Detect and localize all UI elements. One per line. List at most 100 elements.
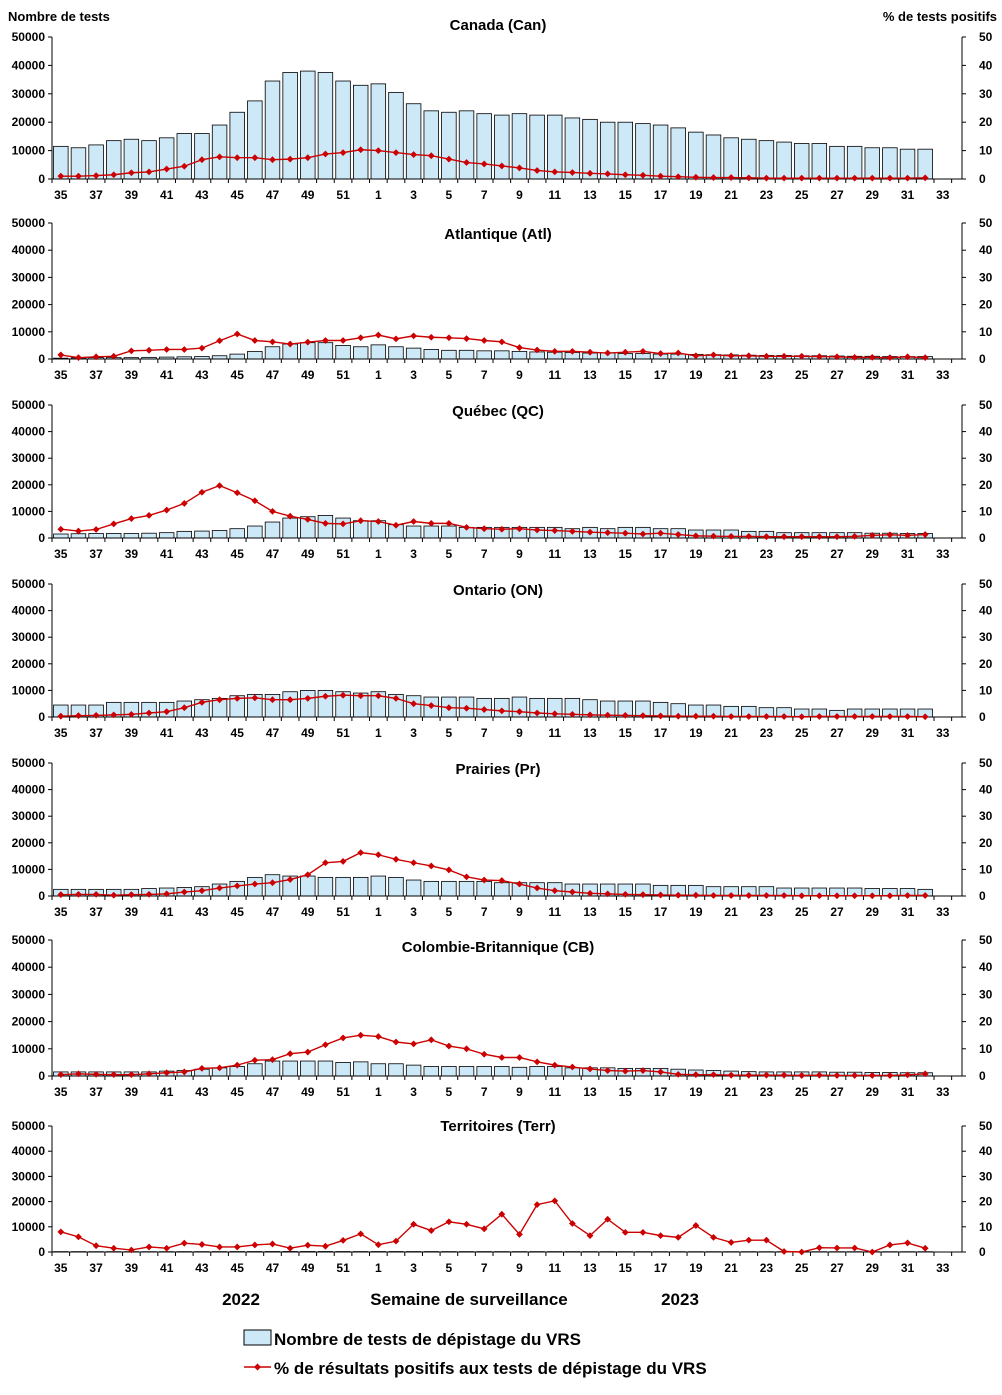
x-tick-label-atl: 9 — [516, 368, 523, 382]
point-on-week-25 — [798, 713, 806, 721]
point-pr-week-52 — [357, 849, 365, 857]
x-tick-label-atl: 5 — [446, 368, 453, 382]
x-tick-label-terr: 37 — [89, 1261, 103, 1275]
point-can-week-44 — [216, 153, 223, 161]
bar-atl-week-2 — [388, 346, 404, 360]
right-tick-label-terr: 10 — [979, 1220, 993, 1234]
point-qc-week-13 — [586, 528, 594, 536]
point-on-week-8 — [498, 707, 506, 715]
panel-title-qc: Québec (QC) — [452, 403, 544, 420]
x-tick-label-can: 37 — [89, 188, 103, 202]
point-terr-week-19 — [692, 1222, 700, 1229]
bar-pr-week-5 — [441, 880, 457, 897]
x-tick-label-atl: 1 — [375, 368, 382, 382]
point-atl-week-48 — [286, 340, 294, 348]
x-tick-label-on: 51 — [336, 726, 350, 740]
bar-can-week-41 — [158, 137, 175, 180]
bar-atl-week-4 — [423, 349, 439, 360]
bar-qc-week-37 — [88, 533, 104, 539]
bar-cb-week-49 — [300, 1060, 316, 1077]
point-qc-week-15 — [621, 529, 629, 537]
left-tick-label-on: 50000 — [12, 577, 46, 591]
x-tick-label-qc: 31 — [901, 547, 915, 561]
bar-can-week-14 — [599, 121, 616, 180]
point-can-week-12 — [568, 169, 576, 176]
point-atl-week-25 — [798, 352, 806, 360]
point-pr-week-8 — [498, 877, 506, 884]
point-pr-week-17 — [657, 891, 664, 899]
point-on-week-36 — [75, 712, 82, 720]
x-tick-label-on: 47 — [266, 726, 280, 740]
point-on-week-10 — [533, 709, 541, 717]
x-tick-label-pr: 3 — [410, 905, 417, 919]
right-tick-label-on: 40 — [979, 604, 993, 618]
left-tick-label-terr: 20000 — [12, 1195, 46, 1209]
x-tick-label-terr: 31 — [901, 1261, 915, 1275]
panel-title-terr: Territoires (Terr) — [440, 1118, 555, 1135]
x-tick-label-pr: 17 — [654, 905, 668, 919]
point-qc-week-44 — [216, 482, 223, 489]
x-tick-label-qc: 9 — [516, 547, 523, 561]
point-pr-week-40 — [145, 891, 153, 898]
point-pr-week-45 — [233, 882, 241, 890]
point-pr-week-50 — [322, 859, 329, 867]
point-on-week-42 — [180, 704, 188, 712]
x-tick-label-on: 33 — [936, 726, 950, 740]
point-qc-week-24 — [780, 533, 788, 541]
x-axis-title: Semaine de surveillance — [370, 1290, 568, 1309]
bar-can-week-44 — [211, 124, 228, 180]
point-atl-week-7 — [480, 337, 488, 344]
point-on-week-28 — [851, 713, 859, 720]
panel-title-can: Canada (Can) — [450, 17, 547, 34]
point-on-week-45 — [233, 694, 241, 702]
point-terr-week-51 — [339, 1237, 347, 1244]
point-can-week-9 — [516, 164, 523, 172]
point-cb-week-15 — [621, 1067, 629, 1075]
point-cb-week-7 — [480, 1050, 488, 1058]
point-cb-week-37 — [92, 1070, 100, 1078]
left-tick-label-pr: 0 — [38, 889, 45, 903]
point-atl-week-6 — [463, 335, 470, 342]
bar-cb-week-48 — [282, 1060, 298, 1077]
right-tick-label-atl: 20 — [979, 298, 993, 312]
bar-atl-week-51 — [335, 344, 351, 360]
point-cb-week-3 — [410, 1040, 418, 1048]
x-tick-label-can: 3 — [410, 188, 417, 202]
point-can-week-18 — [674, 173, 682, 181]
x-tick-label-pr: 5 — [446, 905, 453, 919]
point-atl-week-29 — [868, 353, 876, 361]
point-qc-week-40 — [145, 511, 153, 519]
bar-can-week-31 — [899, 148, 916, 180]
x-tick-label-cb: 11 — [548, 1085, 561, 1099]
bar-can-week-51 — [335, 80, 351, 180]
point-pr-week-12 — [568, 888, 576, 896]
point-can-week-42 — [180, 162, 188, 170]
bar-qc-week-48 — [282, 517, 298, 539]
point-cb-week-47 — [269, 1056, 276, 1064]
point-qc-week-17 — [657, 529, 664, 537]
point-atl-week-5 — [445, 334, 453, 342]
point-pr-week-13 — [586, 889, 594, 897]
point-qc-week-29 — [868, 531, 876, 539]
x-tick-label-qc: 27 — [830, 547, 844, 561]
right-tick-label-pr: 20 — [979, 836, 993, 850]
point-cb-week-5 — [445, 1042, 453, 1050]
point-terr-week-10 — [533, 1201, 541, 1209]
left-tick-label-pr: 10000 — [12, 862, 46, 876]
point-terr-week-1 — [374, 1241, 382, 1249]
x-tick-label-can: 19 — [689, 188, 703, 202]
x-tick-label-cb: 5 — [446, 1085, 453, 1099]
point-terr-week-48 — [286, 1244, 294, 1252]
x-tick-label-atl: 15 — [619, 368, 633, 382]
x-tick-label-cb: 25 — [795, 1085, 809, 1099]
bar-can-week-25 — [794, 143, 810, 180]
point-atl-week-14 — [604, 349, 612, 357]
point-can-week-48 — [286, 155, 294, 163]
x-tick-label-atl: 7 — [481, 368, 488, 382]
point-can-week-25 — [798, 174, 806, 182]
bar-can-week-5 — [441, 111, 457, 180]
x-tick-label-can: 45 — [231, 188, 245, 202]
point-on-week-38 — [110, 711, 118, 719]
